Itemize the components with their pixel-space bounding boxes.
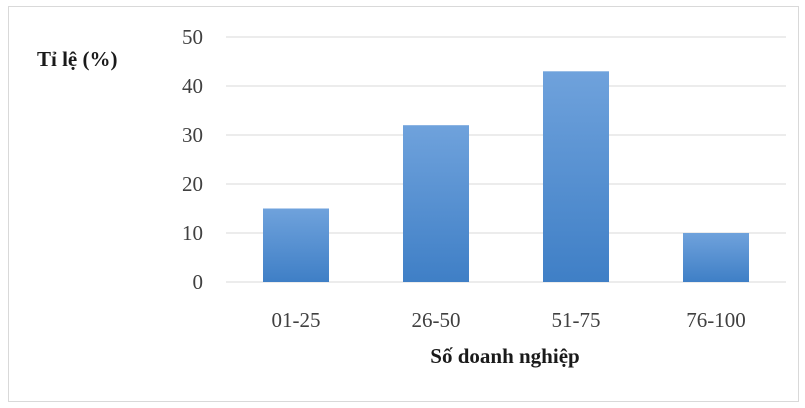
y-tick-label: 50 xyxy=(182,25,203,49)
y-axis-label: Tỉ lệ (%) xyxy=(37,47,117,71)
bar-26-50 xyxy=(403,125,469,282)
bar-76-100 xyxy=(683,233,749,282)
y-tick-label: 30 xyxy=(182,123,203,147)
bar-51-75 xyxy=(543,71,609,282)
bars xyxy=(263,71,749,282)
bar-01-25 xyxy=(263,208,329,282)
x-tick-label: 01-25 xyxy=(272,308,321,332)
x-tick-label: 51-75 xyxy=(552,308,601,332)
y-tick-labels: 0 10 20 30 40 50 xyxy=(182,25,203,294)
y-tick-label: 40 xyxy=(182,74,203,98)
y-tick-label: 20 xyxy=(182,172,203,196)
y-tick-label: 0 xyxy=(193,270,204,294)
x-tick-label: 76-100 xyxy=(686,308,746,332)
x-tick-label: 26-50 xyxy=(412,308,461,332)
x-axis-label: Số doanh nghiệp xyxy=(430,344,579,368)
x-tick-labels: 01-25 26-50 51-75 76-100 xyxy=(272,308,746,332)
y-tick-label: 10 xyxy=(182,221,203,245)
